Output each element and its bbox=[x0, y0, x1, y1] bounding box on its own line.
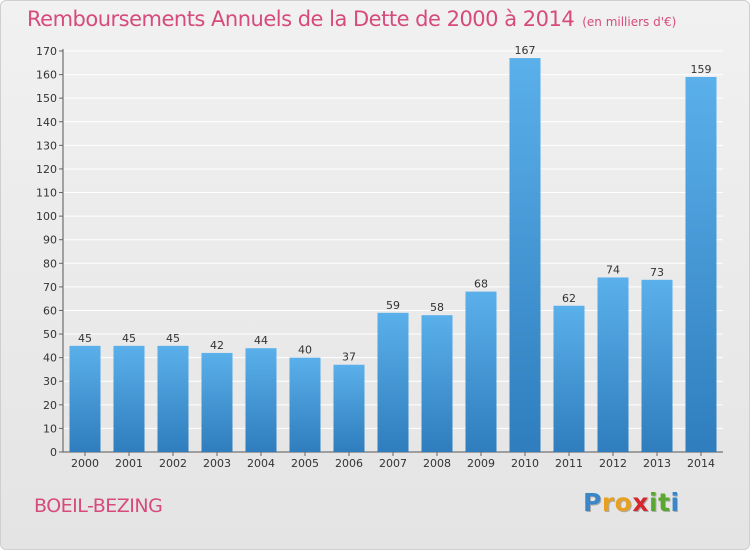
x-tick-label: 2004 bbox=[247, 457, 275, 470]
data-label: 37 bbox=[342, 351, 356, 364]
logo-letter: t bbox=[658, 488, 671, 517]
y-tick-label: 0 bbox=[50, 446, 57, 459]
x-tick-label: 2013 bbox=[643, 457, 671, 470]
bar bbox=[113, 345, 145, 452]
data-label: 59 bbox=[386, 299, 400, 312]
chart-title-text: Remboursements Annuels de la Dette de 20… bbox=[27, 7, 575, 31]
y-tick-label: 130 bbox=[36, 139, 57, 152]
bar bbox=[245, 348, 277, 452]
y-tick-label: 120 bbox=[36, 163, 57, 176]
x-tick-label: 2006 bbox=[335, 457, 363, 470]
y-tick-label: 100 bbox=[36, 210, 57, 223]
bar bbox=[289, 357, 321, 452]
x-tick-label: 2012 bbox=[599, 457, 627, 470]
proxiti-logo[interactable]: Proxiti bbox=[583, 488, 680, 517]
y-tick-label: 80 bbox=[43, 257, 57, 270]
logo-letter: P bbox=[583, 488, 602, 517]
y-tick-label: 60 bbox=[43, 304, 57, 317]
y-tick-label: 30 bbox=[43, 375, 57, 388]
chart-title: Remboursements Annuels de la Dette de 20… bbox=[27, 7, 676, 31]
bar bbox=[597, 277, 629, 452]
x-tick-label: 2014 bbox=[687, 457, 715, 470]
bar bbox=[421, 315, 453, 452]
x-tick-label: 2010 bbox=[511, 457, 539, 470]
y-tick-label: 170 bbox=[36, 45, 57, 58]
bar bbox=[509, 58, 541, 452]
x-tick-label: 2002 bbox=[159, 457, 187, 470]
logo-letter: i bbox=[670, 488, 680, 517]
data-label: 74 bbox=[606, 263, 620, 276]
data-label: 40 bbox=[298, 344, 312, 357]
data-label: 44 bbox=[254, 334, 268, 347]
y-tick-label: 150 bbox=[36, 92, 57, 105]
commune-name: BOEIL-BEZING bbox=[34, 495, 163, 517]
x-tick-label: 2003 bbox=[203, 457, 231, 470]
data-label: 45 bbox=[122, 332, 136, 345]
bar bbox=[201, 352, 233, 452]
x-tick-label: 2007 bbox=[379, 457, 407, 470]
x-tick-label: 2008 bbox=[423, 457, 451, 470]
y-tick-label: 70 bbox=[43, 281, 57, 294]
data-label: 159 bbox=[691, 63, 712, 76]
y-tick-label: 140 bbox=[36, 116, 57, 129]
data-label: 73 bbox=[650, 266, 664, 279]
x-tick-label: 2000 bbox=[71, 457, 99, 470]
bar bbox=[553, 305, 585, 452]
bar bbox=[377, 312, 409, 452]
x-tick-label: 2009 bbox=[467, 457, 495, 470]
x-tick-label: 2001 bbox=[115, 457, 143, 470]
bar bbox=[465, 291, 497, 452]
y-tick-label: 10 bbox=[43, 422, 57, 435]
data-label: 58 bbox=[430, 301, 444, 314]
bar bbox=[641, 279, 673, 452]
y-tick-label: 110 bbox=[36, 187, 57, 200]
y-tick-label: 160 bbox=[36, 69, 57, 82]
y-tick-label: 50 bbox=[43, 328, 57, 341]
y-tick-label: 20 bbox=[43, 399, 57, 412]
x-tick-label: 2005 bbox=[291, 457, 319, 470]
y-tick-label: 40 bbox=[43, 352, 57, 365]
logo-letter: x bbox=[632, 488, 649, 517]
data-label: 68 bbox=[474, 278, 488, 291]
data-label: 45 bbox=[166, 332, 180, 345]
data-label: 167 bbox=[515, 44, 536, 57]
bar bbox=[333, 364, 365, 452]
logo-letter: i bbox=[649, 488, 659, 517]
bar bbox=[69, 345, 101, 452]
x-tick-label: 2011 bbox=[555, 457, 583, 470]
logo-letter: r bbox=[601, 488, 615, 517]
bar bbox=[685, 76, 717, 453]
y-tick-label: 90 bbox=[43, 234, 57, 247]
logo-letter: o bbox=[614, 488, 633, 517]
data-label: 45 bbox=[78, 332, 92, 345]
bar bbox=[157, 345, 189, 452]
data-label: 42 bbox=[210, 339, 224, 352]
data-label: 62 bbox=[562, 292, 576, 305]
chart-subtitle: (en milliers d'€) bbox=[582, 15, 677, 29]
